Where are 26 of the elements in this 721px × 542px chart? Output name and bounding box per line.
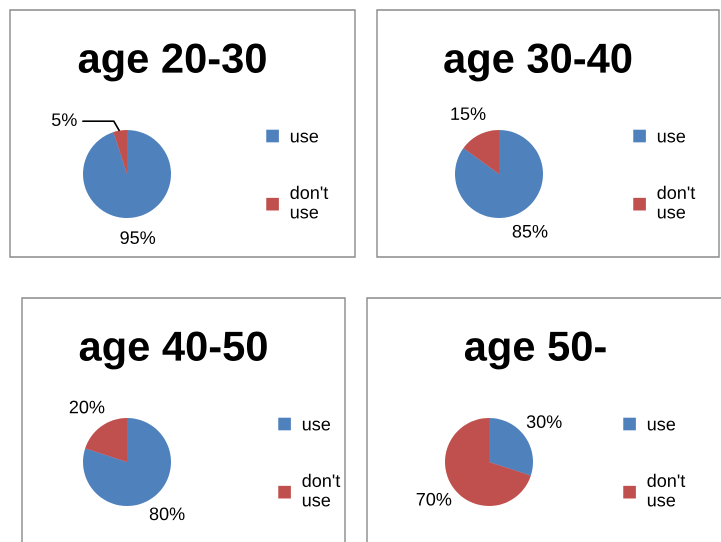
legend-label: use [290, 132, 318, 143]
legend-label: don't use [302, 474, 340, 507]
legend-label: don't use [647, 474, 686, 507]
pie-slice [113, 130, 127, 174]
data-label: 95% [120, 231, 156, 244]
pie-slice [83, 418, 171, 506]
chart-title: age 40-50 [80, 331, 267, 370]
data-label: 15% [451, 107, 486, 120]
legend-label: use [648, 420, 676, 431]
chart-title: age 20-30 [78, 43, 266, 82]
data-label: 70% [416, 492, 452, 506]
legend-label: use [658, 132, 686, 143]
data-label: 5% [52, 113, 77, 126]
pie-slice [455, 130, 543, 218]
chart-title: age 30-40 [444, 43, 632, 82]
data-label: 20% [70, 400, 104, 414]
data-label: 85% [512, 224, 548, 238]
legend-label: use [302, 420, 330, 431]
pie-slice [85, 418, 127, 462]
legend-label: don't use [290, 186, 328, 219]
chart-title: age 50- [464, 331, 606, 370]
data-label: 80% [150, 507, 185, 520]
pie-slice [83, 130, 171, 218]
pie-slice [463, 130, 499, 174]
legend-label: don't use [657, 186, 696, 219]
data-label: 30% [526, 415, 562, 428]
